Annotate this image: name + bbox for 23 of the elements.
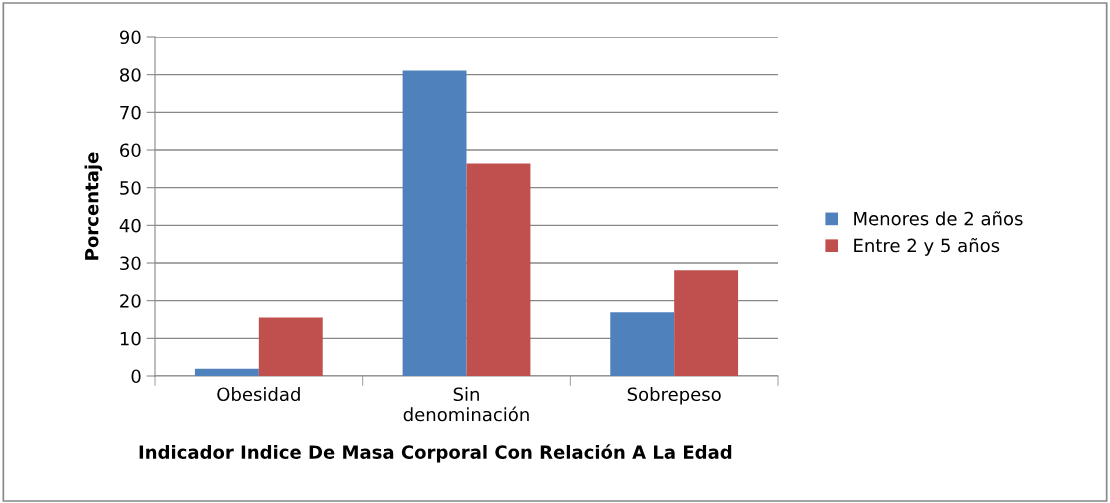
x-tick-label: Sin denominación (403, 387, 529, 422)
y-tick-label: 50 (120, 181, 141, 195)
y-tick-label: 90 (119, 30, 141, 45)
x-tick-label: Sobrepeso (627, 387, 721, 405)
y-tick-label: 20 (120, 294, 141, 308)
y-tick-label: 30 (120, 256, 141, 271)
y-tick-label: 10 (120, 331, 141, 346)
y-tick-label: 40 (119, 218, 141, 233)
x-tick-label: Obesidad (217, 387, 300, 402)
y-tick-label: 70 (120, 105, 141, 120)
legend-label: Menores de 2 años (854, 211, 1023, 226)
y-axis-title: Porcentaje (84, 152, 103, 260)
x-axis-title: Indicador Indice De Masa Corporal Con Relación A La Edad (139, 444, 732, 463)
bar (674, 270, 739, 376)
y-tick-label: 0 (131, 369, 141, 384)
bar (258, 317, 323, 376)
y-tick-label: 60 (120, 143, 141, 158)
y-tick-label: 80 (120, 68, 141, 82)
bar (610, 312, 675, 376)
bar (402, 70, 467, 376)
bar (466, 163, 531, 376)
legend-label: Entre 2 y 5 años (854, 237, 1000, 256)
bar (194, 368, 259, 376)
